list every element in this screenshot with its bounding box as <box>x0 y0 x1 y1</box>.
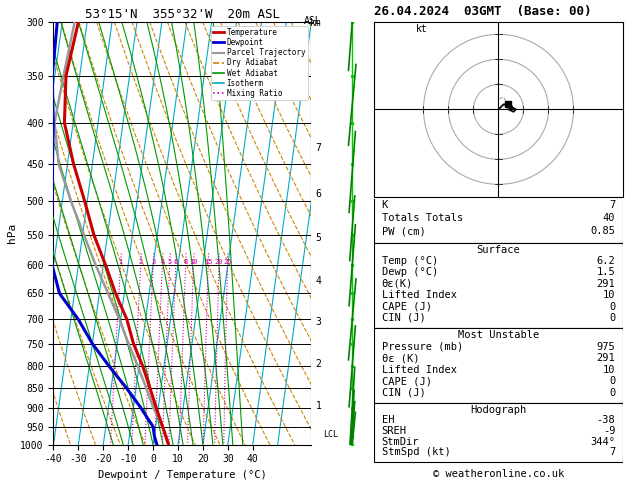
FancyBboxPatch shape <box>374 243 623 328</box>
Text: 3: 3 <box>151 260 155 265</box>
Text: StmDir: StmDir <box>382 436 419 447</box>
Text: 1: 1 <box>315 401 321 411</box>
Text: 8: 8 <box>184 260 188 265</box>
Text: 344°: 344° <box>590 436 615 447</box>
Text: 0: 0 <box>609 301 615 312</box>
Text: 3: 3 <box>315 317 321 327</box>
Text: Hodograph: Hodograph <box>470 405 526 415</box>
Text: 4: 4 <box>315 277 321 286</box>
Text: 0: 0 <box>609 388 615 398</box>
Text: 6: 6 <box>315 189 321 199</box>
Text: 26.04.2024  03GMT  (Base: 00): 26.04.2024 03GMT (Base: 00) <box>374 5 592 18</box>
Text: Lifted Index: Lifted Index <box>382 290 457 300</box>
Text: Lifted Index: Lifted Index <box>382 365 457 375</box>
Text: 2: 2 <box>315 359 321 369</box>
Text: 0: 0 <box>609 313 615 323</box>
Text: 15: 15 <box>204 260 213 265</box>
Title: 53°15'N  355°32'W  20m ASL: 53°15'N 355°32'W 20m ASL <box>85 8 280 21</box>
Text: StmSpd (kt): StmSpd (kt) <box>382 447 450 457</box>
Text: Pressure (mb): Pressure (mb) <box>382 342 463 351</box>
Text: -38: -38 <box>596 416 615 425</box>
Text: 5: 5 <box>315 233 321 243</box>
Text: CIN (J): CIN (J) <box>382 388 425 398</box>
Text: kt: kt <box>416 24 428 34</box>
Text: LCL: LCL <box>323 430 338 439</box>
Text: Dewp (°C): Dewp (°C) <box>382 267 438 278</box>
Text: Surface: Surface <box>477 245 520 255</box>
FancyBboxPatch shape <box>374 328 623 403</box>
Text: 7: 7 <box>609 200 615 210</box>
Text: Most Unstable: Most Unstable <box>458 330 539 340</box>
Text: 40: 40 <box>603 213 615 223</box>
Text: km: km <box>309 18 321 28</box>
Text: CAPE (J): CAPE (J) <box>382 301 431 312</box>
Text: Temp (°C): Temp (°C) <box>382 256 438 266</box>
Text: 1: 1 <box>118 260 123 265</box>
Text: 7: 7 <box>315 143 321 153</box>
FancyBboxPatch shape <box>374 403 623 462</box>
Text: 0.85: 0.85 <box>590 226 615 236</box>
Text: K: K <box>382 200 388 210</box>
Text: -9: -9 <box>603 426 615 436</box>
Text: 10: 10 <box>603 365 615 375</box>
Text: 4: 4 <box>160 260 165 265</box>
X-axis label: Dewpoint / Temperature (°C): Dewpoint / Temperature (°C) <box>98 470 267 480</box>
Text: EH: EH <box>382 416 394 425</box>
Text: θε(K): θε(K) <box>382 279 413 289</box>
Text: 5: 5 <box>167 260 172 265</box>
Y-axis label: hPa: hPa <box>8 223 18 243</box>
Text: 291: 291 <box>596 353 615 363</box>
Text: 25: 25 <box>223 260 231 265</box>
Text: θε (K): θε (K) <box>382 353 419 363</box>
Text: © weatheronline.co.uk: © weatheronline.co.uk <box>433 469 564 479</box>
Text: SREH: SREH <box>382 426 407 436</box>
Text: 20: 20 <box>214 260 223 265</box>
Text: 6.2: 6.2 <box>596 256 615 266</box>
Text: 6: 6 <box>174 260 178 265</box>
Text: 10: 10 <box>603 290 615 300</box>
Text: 2: 2 <box>138 260 143 265</box>
Text: 975: 975 <box>596 342 615 351</box>
Legend: Temperature, Dewpoint, Parcel Trajectory, Dry Adiabat, Wet Adiabat, Isotherm, Mi: Temperature, Dewpoint, Parcel Trajectory… <box>211 26 308 100</box>
Text: CIN (J): CIN (J) <box>382 313 425 323</box>
Text: 291: 291 <box>596 279 615 289</box>
Text: PW (cm): PW (cm) <box>382 226 425 236</box>
Text: 7: 7 <box>609 447 615 457</box>
Text: Totals Totals: Totals Totals <box>382 213 463 223</box>
FancyBboxPatch shape <box>374 197 623 243</box>
Text: 10: 10 <box>189 260 198 265</box>
Text: CAPE (J): CAPE (J) <box>382 376 431 386</box>
Text: 0: 0 <box>609 376 615 386</box>
Text: 1.5: 1.5 <box>596 267 615 278</box>
Text: ASL: ASL <box>304 16 321 26</box>
